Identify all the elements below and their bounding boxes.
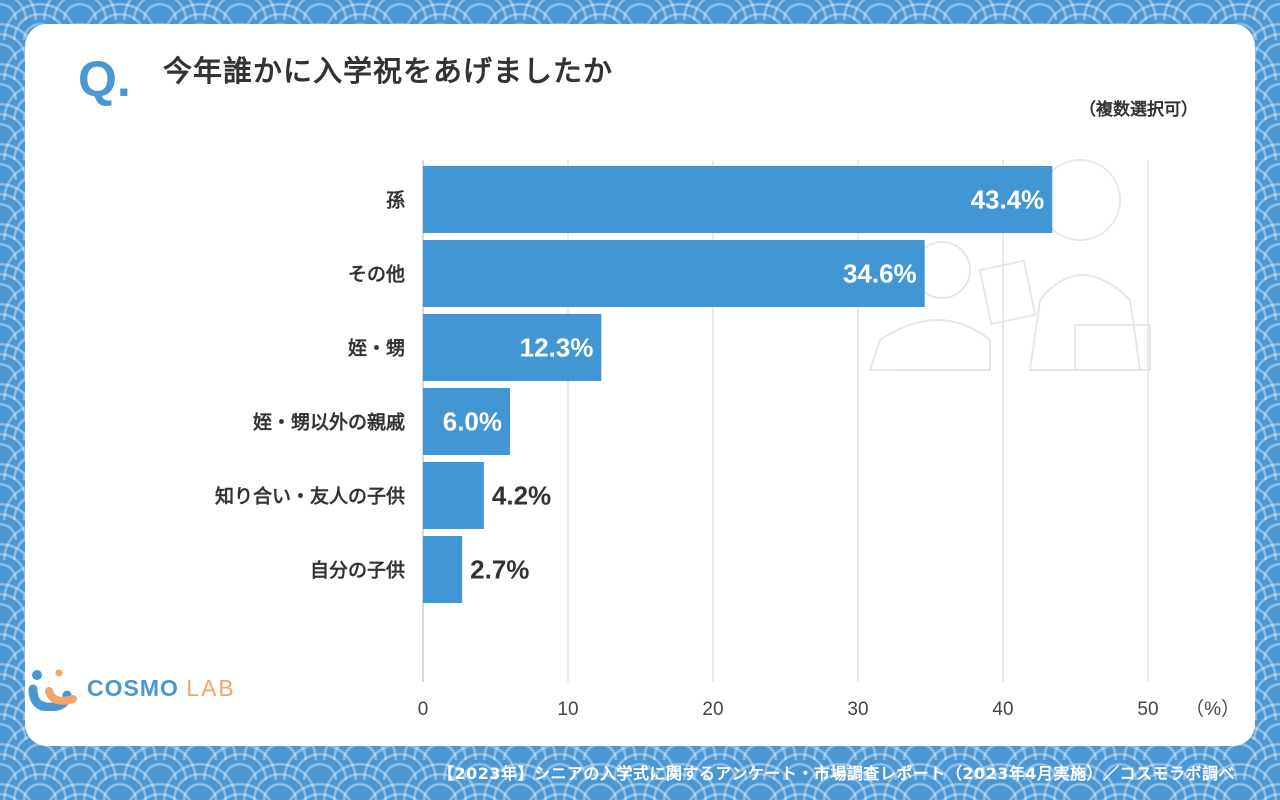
x-tick-label: 0 [418,699,429,720]
chart-title: 今年誰かに入学祝をあげましたか [163,54,614,88]
multiple-choice-note: （複数選択可） [1079,100,1198,120]
x-tick-label: 10 [557,699,578,720]
x-tick-label: 40 [992,699,1013,720]
category-label: その他 [348,263,405,286]
source-footer: 【2023年】シニアの入学式に関するアンケート・市場調査レポート（2023年4月… [437,764,1235,783]
x-tick-label: 30 [847,699,868,720]
bar [423,536,463,603]
bar [423,388,510,455]
x-tick-label: 50 [1137,699,1158,720]
category-label: 姪・甥 [348,338,405,360]
category-label: 姪・甥以外の親戚 [253,411,405,434]
x-tick-label: 20 [702,699,723,720]
bar [423,166,1053,233]
logo-lab: LAB [186,674,236,701]
decorative-illustration [868,159,1151,371]
category-label: 知り合い・友人の子供 [215,485,405,508]
chart-panel [25,24,1255,746]
bar [423,314,602,381]
value-label: 34.6% [843,259,917,289]
logo-text: COSMO LAB [87,675,236,702]
question-mark: Q. [78,51,131,107]
value-label: 12.3% [520,333,594,363]
logo-mark-icon [28,669,77,711]
logo-cosmo: COSMO [87,674,179,701]
value-label: 43.4% [971,185,1045,215]
category-label: 孫 [386,189,405,212]
category-label: 自分の子供 [310,559,405,582]
value-label: 4.2% [492,481,551,511]
bar [423,240,925,307]
value-label: 2.7% [470,555,529,585]
value-label: 6.0% [443,407,502,437]
bar [423,462,484,529]
cosmo-lab-logo: COSMO LAB [23,665,236,711]
x-axis-unit: （%） [1185,698,1240,720]
